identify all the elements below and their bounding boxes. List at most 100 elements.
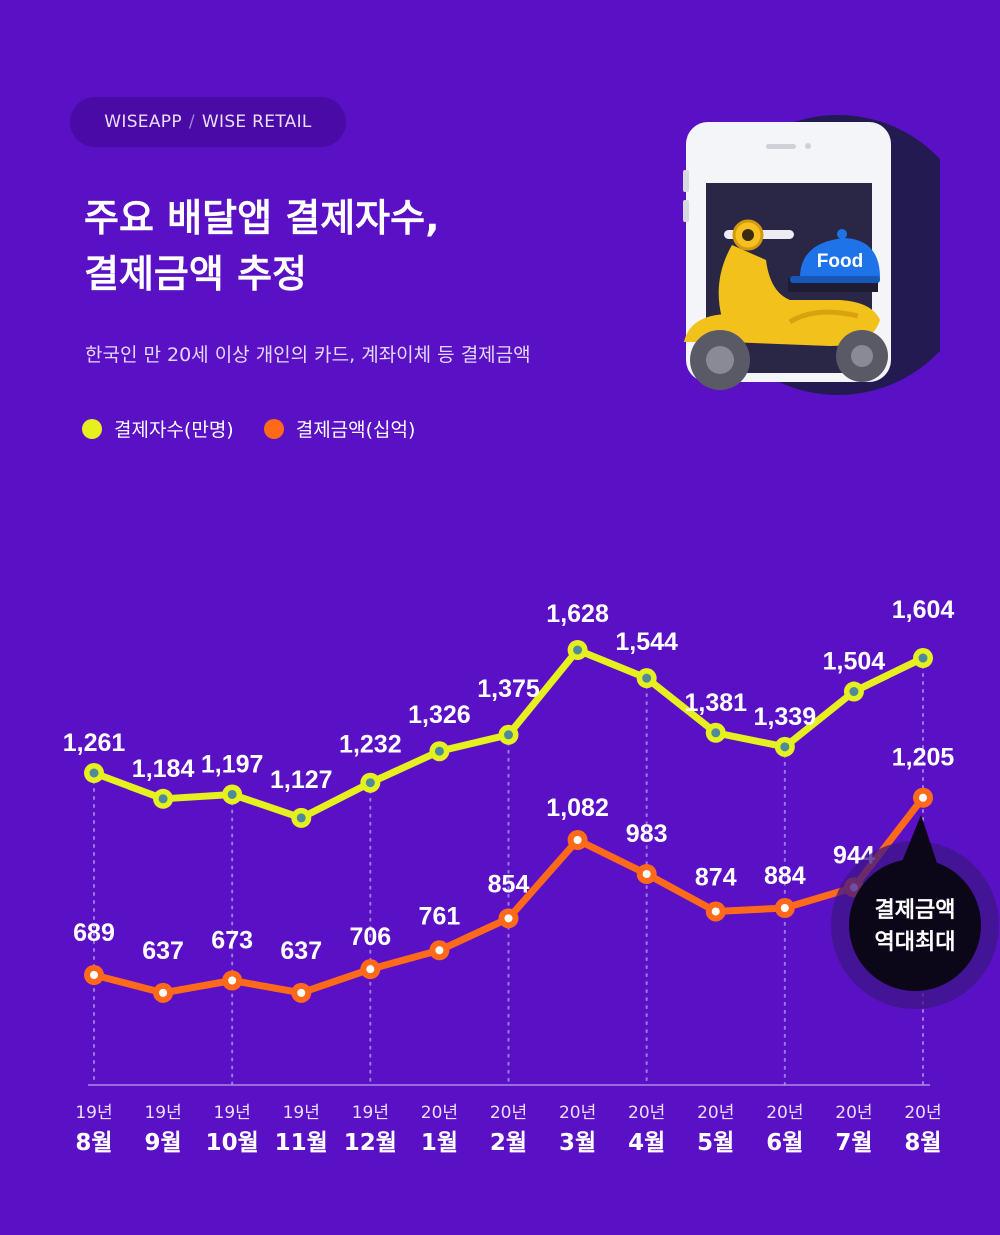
amount-value-label: 1,082: [546, 794, 609, 822]
x-tick-year: 20년: [697, 1103, 734, 1123]
payers-point-center: [89, 768, 99, 778]
payers-point-center: [642, 673, 652, 683]
payers-point-center: [573, 645, 583, 655]
phone-speaker-icon: [766, 144, 796, 149]
food-label: Food: [817, 251, 863, 272]
payers-point-center: [296, 813, 306, 823]
amount-point-center: [159, 988, 168, 997]
amount-point-center: [642, 870, 651, 879]
x-tick-year: 20년: [835, 1103, 872, 1123]
x-tick-year: 19년: [283, 1103, 320, 1123]
source-badge: WISEAPP / WISE RETAIL: [70, 97, 346, 147]
amount-value-label: 706: [349, 923, 391, 951]
scooter-fender-icon: [684, 314, 758, 342]
amount-point-center: [297, 988, 306, 997]
x-tick-month: 10월: [206, 1130, 259, 1156]
payers-value-label: 1,197: [201, 750, 264, 778]
callout-pointer: [899, 815, 939, 869]
amount-point-center: [435, 946, 444, 955]
payers-point-center: [711, 728, 721, 738]
title-line-1: 주요 배달앱 결제자수,: [84, 196, 440, 240]
payers-value-label: 1,326: [408, 701, 471, 729]
payers-value-label: 1,127: [270, 766, 333, 794]
amount-value-label: 854: [488, 870, 530, 898]
source-wiseretail: WISE RETAIL: [201, 112, 312, 132]
amount-point-center: [90, 971, 98, 979]
payers-point-center: [365, 778, 375, 788]
x-tick-year: 20년: [766, 1103, 803, 1123]
payers-value-label: 1,504: [823, 648, 886, 676]
callout-line-1: 결제금액: [875, 898, 956, 923]
payers-value-label: 1,544: [615, 628, 678, 656]
payers-value-label: 1,375: [477, 675, 540, 703]
x-tick-month: 7월: [835, 1130, 872, 1156]
scooter-body-icon: [718, 245, 880, 346]
food-cloche-icon: [800, 238, 880, 278]
page-title: 주요 배달앱 결제자수, 결제금액 추정: [84, 190, 440, 302]
scooter-seat-icon: [788, 309, 859, 325]
amount-value-label: 1,205: [892, 744, 955, 772]
legend-marker-payers: [82, 418, 102, 439]
x-tick-year: 20년: [559, 1103, 596, 1123]
page-subtitle: 한국인 만 20세 이상 개인의 카드, 계좌이체 등 결제금액: [85, 344, 531, 366]
phone-button-icon: [683, 170, 689, 192]
cloche-handle-icon: [837, 229, 847, 239]
payers-point-center: [227, 789, 237, 799]
x-tick-month: 4월: [628, 1130, 665, 1156]
x-tick-month: 8월: [904, 1130, 941, 1156]
title-line-2: 결제금액 추정: [84, 252, 307, 296]
legend-label-amount: 결제금액(십억): [295, 419, 416, 441]
payers-point-center: [780, 742, 790, 752]
payers-point-center: [849, 687, 859, 697]
payers-value-label: 1,261: [63, 729, 126, 757]
amount-value-label: 761: [419, 902, 461, 930]
amount-value-label: 637: [280, 937, 322, 965]
x-tick-year: 20년: [490, 1103, 527, 1123]
amount-value-label: 884: [764, 862, 806, 890]
amount-value-label: 983: [626, 820, 668, 848]
payers-point-center: [158, 794, 168, 804]
amount-point-center: [228, 976, 237, 985]
amount-point-center: [366, 965, 375, 974]
x-tick-year: 20년: [421, 1103, 458, 1123]
amount-point-center: [573, 836, 582, 844]
payers-value-label: 1,184: [132, 755, 195, 783]
amount-value-label: 689: [73, 919, 115, 947]
amount-value-label: 637: [142, 937, 184, 965]
payers-value-label: 1,232: [339, 731, 402, 759]
payers-point-center: [434, 746, 444, 756]
x-tick-month: 11월: [275, 1130, 328, 1156]
wheel-hub-icon: [706, 346, 734, 374]
delivery-illustration: Food: [683, 115, 940, 395]
amount-point-center: [780, 904, 789, 913]
payers-value-label: 1,381: [684, 689, 747, 717]
amount-point-center: [919, 793, 927, 802]
phone-button-icon: [683, 200, 689, 222]
legend-marker-amount: [263, 418, 284, 439]
x-tick-month: 12월: [344, 1130, 397, 1156]
legend-item-amount: 결제금액(십억): [263, 415, 416, 442]
payers-value-label: 1,628: [546, 600, 609, 628]
phone-camera-icon: [805, 143, 811, 149]
payers-value-label: 1,604: [892, 596, 955, 624]
callout-bubble: [849, 859, 981, 991]
x-tick-month: 6월: [766, 1130, 803, 1156]
x-tick-year: 19년: [214, 1103, 251, 1123]
x-tick-month: 3월: [559, 1130, 596, 1156]
amount-point-center: [711, 907, 720, 916]
legend-label-payers: 결제자수(만명): [114, 419, 234, 441]
amount-value-label: 673: [211, 926, 253, 954]
rear-wheel-hub-icon: [851, 345, 873, 367]
x-tick-year: 19년: [75, 1103, 112, 1123]
callout-line-2: 역대최대: [875, 930, 956, 955]
x-tick-year: 20년: [628, 1103, 665, 1123]
cloche-rim-icon: [790, 276, 880, 283]
headlight-center-icon: [742, 229, 754, 241]
payers-point-center: [504, 730, 513, 740]
legend-item-payers: 결제자수(만명): [82, 415, 234, 442]
source-wiseapp: WISEAPP: [104, 112, 182, 132]
x-tick-year: 19년: [352, 1103, 389, 1123]
x-tick-month: 9월: [144, 1130, 181, 1156]
x-tick-month: 5월: [697, 1130, 734, 1156]
payers-value-label: 1,339: [754, 703, 817, 731]
